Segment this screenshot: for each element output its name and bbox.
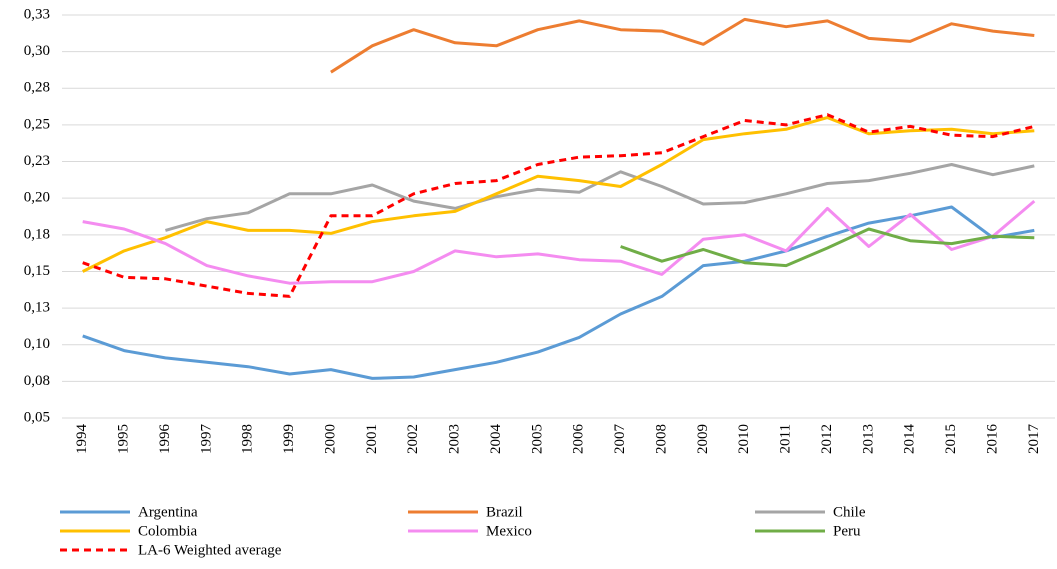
y-tick-label: 0,20 — [24, 190, 50, 206]
x-tick-label: 2014 — [902, 424, 918, 455]
x-tick-label: 2013 — [860, 424, 876, 454]
x-tick-label: 2017 — [1026, 424, 1042, 455]
x-tick-label: 2005 — [529, 424, 545, 454]
x-tick-label: 1994 — [74, 424, 90, 455]
x-tick-label: 2004 — [488, 424, 504, 455]
y-tick-label: 0,25 — [24, 116, 50, 132]
series-line — [82, 113, 1035, 298]
series-line — [620, 227, 1035, 268]
y-tick-label: 0,05 — [24, 409, 50, 425]
x-tick-label: 1999 — [281, 424, 297, 454]
y-tick-label: 0,10 — [24, 336, 50, 352]
x-tick-label: 2012 — [819, 424, 835, 454]
y-tick-label: 0,08 — [24, 373, 50, 389]
x-tick-label: 2016 — [984, 424, 1000, 455]
series-line — [82, 205, 1035, 380]
legend-label: Chile — [833, 504, 866, 520]
x-tick-label: 2006 — [571, 424, 587, 455]
x-tick-label: 1998 — [240, 424, 256, 454]
y-tick-label: 0,30 — [24, 43, 50, 59]
legend-label: Brazil — [486, 504, 523, 520]
x-tick-label: 2002 — [405, 424, 421, 454]
legend-label: LA-6 Weighted average — [138, 542, 282, 558]
series-line — [82, 199, 1036, 285]
x-tick-label: 2003 — [447, 424, 463, 454]
x-tick-label: 1997 — [198, 424, 214, 455]
x-tick-label: 2007 — [612, 424, 628, 455]
x-tick-label: 2011 — [778, 424, 794, 453]
legend-label: Mexico — [486, 523, 532, 539]
x-tick-label: 2009 — [695, 424, 711, 454]
y-tick-label: 0,23 — [24, 153, 50, 169]
y-tick-label: 0,18 — [24, 226, 50, 242]
y-tick-label: 0,28 — [24, 80, 50, 96]
legend-label: Argentina — [138, 504, 198, 520]
y-tick-label: 0,13 — [24, 300, 50, 316]
x-tick-label: 1996 — [157, 424, 173, 455]
x-tick-label: 2000 — [322, 424, 338, 454]
y-tick-label: 0,33 — [24, 6, 50, 22]
x-tick-label: 2001 — [364, 424, 380, 454]
series-line — [82, 116, 1035, 273]
legend-label: Colombia — [138, 523, 198, 539]
series-line — [330, 17, 1035, 74]
x-tick-label: 2010 — [736, 424, 752, 454]
x-tick-label: 1995 — [116, 424, 132, 454]
legend-label: Peru — [833, 523, 861, 539]
y-tick-label: 0,15 — [24, 263, 50, 279]
x-tick-label: 2008 — [653, 424, 669, 454]
x-tick-label: 2015 — [943, 424, 959, 454]
